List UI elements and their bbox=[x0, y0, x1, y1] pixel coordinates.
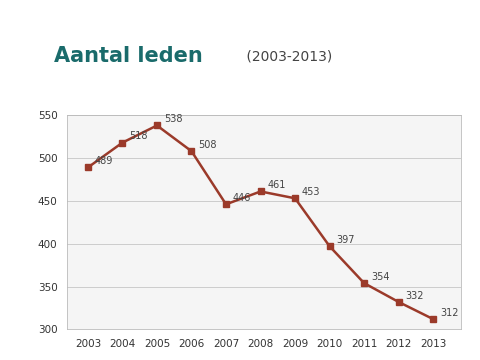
Text: 538: 538 bbox=[164, 114, 182, 124]
Text: 489: 489 bbox=[95, 156, 113, 166]
Text: 332: 332 bbox=[406, 291, 424, 301]
Text: 312: 312 bbox=[440, 308, 458, 318]
Text: (2003-2013): (2003-2013) bbox=[242, 49, 332, 63]
Text: 354: 354 bbox=[371, 272, 390, 282]
Text: 453: 453 bbox=[302, 187, 321, 197]
Text: Aantal leden: Aantal leden bbox=[54, 46, 203, 66]
Text: 518: 518 bbox=[130, 131, 148, 141]
Text: 397: 397 bbox=[336, 235, 355, 245]
Text: 508: 508 bbox=[198, 140, 217, 150]
Text: 461: 461 bbox=[267, 180, 286, 190]
Text: 446: 446 bbox=[233, 193, 252, 203]
